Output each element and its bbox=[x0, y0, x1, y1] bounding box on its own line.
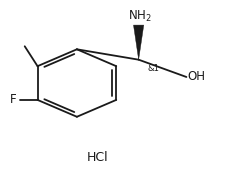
Text: &1: &1 bbox=[147, 64, 160, 73]
Text: OH: OH bbox=[188, 70, 206, 84]
Polygon shape bbox=[134, 25, 144, 60]
Text: NH$_2$: NH$_2$ bbox=[128, 9, 152, 24]
Text: HCl: HCl bbox=[87, 151, 109, 164]
Text: F: F bbox=[10, 93, 17, 106]
